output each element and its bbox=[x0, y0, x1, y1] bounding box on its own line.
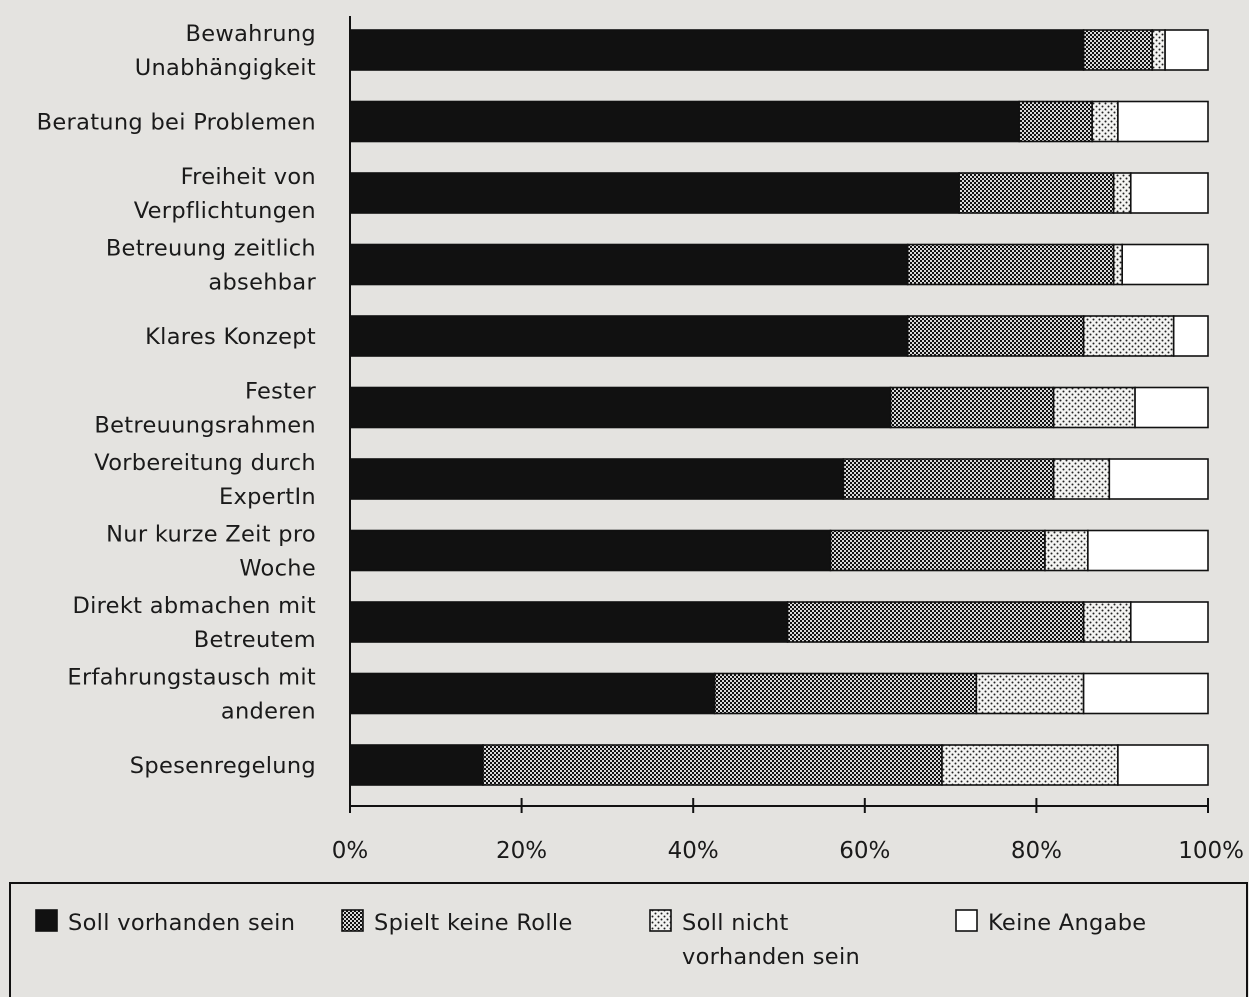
category-labels: Bewahrung Unabhängigkeit Beratung bei Prob… bbox=[37, 21, 317, 779]
axes: 0% 20% 40% 60% 80% 100% bbox=[332, 16, 1244, 864]
bar-segment-soll-vorhanden-sein-5 bbox=[349, 386, 892, 429]
bar-segment-soll-nicht-vorhanden-sein-10 bbox=[941, 744, 1119, 786]
category-label: Fester Betreuungsrahmen bbox=[94, 379, 316, 439]
bar-segment-spielt-keine-rolle-0 bbox=[1082, 29, 1154, 71]
bar-segment-soll-nicht-vorhanden-sein-3 bbox=[1112, 243, 1123, 286]
bar-segment-keine-angabe-7 bbox=[1087, 529, 1209, 572]
legend-item-soll-nicht-vorhanden-sein: Soll nicht vorhanden sein bbox=[649, 909, 860, 970]
bar-segment-soll-vorhanden-sein-9 bbox=[349, 672, 716, 715]
bar-segment-keine-angabe-2 bbox=[1129, 172, 1209, 214]
category-label: Klares Konzept bbox=[145, 324, 316, 350]
legend-label: Spielt keine Rolle bbox=[374, 910, 573, 936]
legend-box bbox=[9, 882, 1248, 997]
x-tick-label: 40% bbox=[668, 838, 719, 864]
bar-segment-soll-vorhanden-sein-2 bbox=[349, 172, 960, 214]
bars-layer bbox=[349, 29, 1209, 786]
bar-segment-keine-angabe-9 bbox=[1082, 672, 1209, 715]
bar-segment-soll-vorhanden-sein-8 bbox=[349, 601, 789, 643]
bar-segment-soll-nicht-vorhanden-sein-5 bbox=[1052, 386, 1136, 429]
x-tick-label: 0% bbox=[332, 838, 369, 864]
bar-segment-soll-vorhanden-sein-6 bbox=[349, 458, 845, 500]
category-label: Betreuung zeitlich absehbar bbox=[106, 236, 317, 296]
bar-segment-soll-nicht-vorhanden-sein-0 bbox=[1151, 29, 1166, 71]
x-tick-label: 60% bbox=[839, 838, 890, 864]
bar-segment-keine-angabe-1 bbox=[1117, 100, 1209, 143]
legend-swatch bbox=[955, 909, 978, 932]
legend-item-spielt-keine-rolle: Spielt keine Rolle bbox=[341, 909, 573, 936]
category-label: Nur kurze Zeit pro Woche bbox=[106, 522, 316, 582]
bar-segment-spielt-keine-rolle-8 bbox=[786, 601, 1085, 643]
bar-segment-keine-angabe-10 bbox=[1117, 744, 1209, 786]
legend-swatch bbox=[341, 909, 364, 932]
category-label: Direkt abmachen mit Betreutem bbox=[72, 593, 316, 653]
category-label: Erfahrungstausch mit anderen bbox=[67, 665, 316, 725]
bar-segment-keine-angabe-0 bbox=[1164, 29, 1209, 71]
bar-segment-soll-nicht-vorhanden-sein-6 bbox=[1052, 458, 1111, 500]
bar-segment-spielt-keine-rolle-5 bbox=[889, 386, 1055, 429]
bar-segment-spielt-keine-rolle-6 bbox=[842, 458, 1055, 500]
bar-segment-keine-angabe-3 bbox=[1121, 243, 1209, 286]
bar-segment-soll-vorhanden-sein-1 bbox=[349, 100, 1021, 143]
bar-segment-soll-nicht-vorhanden-sein-8 bbox=[1082, 601, 1132, 643]
x-tick-label: 80% bbox=[1011, 838, 1062, 864]
legend: Soll vorhanden sein Spielt keine Rolle Sol… bbox=[9, 882, 1248, 997]
bar-segment-spielt-keine-rolle-2 bbox=[958, 172, 1115, 214]
bar-segment-spielt-keine-rolle-3 bbox=[906, 243, 1115, 286]
x-tick-label: 20% bbox=[496, 838, 547, 864]
bar-segment-soll-vorhanden-sein-10 bbox=[349, 744, 484, 786]
legend-label: Keine Angabe bbox=[988, 910, 1146, 936]
bar-segment-spielt-keine-rolle-4 bbox=[906, 315, 1085, 357]
bar-segment-keine-angabe-5 bbox=[1134, 386, 1209, 429]
bar-segment-keine-angabe-6 bbox=[1108, 458, 1209, 500]
bar-segment-spielt-keine-rolle-1 bbox=[1018, 100, 1093, 143]
legend-label: Soll vorhanden sein bbox=[68, 910, 295, 936]
category-label: Vorbereitung durch ExpertIn bbox=[94, 450, 316, 510]
category-label: Spesenregelung bbox=[130, 753, 316, 779]
bar-segment-soll-vorhanden-sein-0 bbox=[349, 29, 1085, 71]
bar-segment-keine-angabe-8 bbox=[1129, 601, 1209, 643]
x-tick-label: 100% bbox=[1178, 838, 1244, 864]
bar-segment-spielt-keine-rolle-10 bbox=[482, 744, 943, 786]
bar-segment-soll-nicht-vorhanden-sein-7 bbox=[1044, 529, 1089, 572]
bar-segment-spielt-keine-rolle-7 bbox=[829, 529, 1046, 572]
category-label: Beratung bei Problemen bbox=[37, 110, 316, 136]
bar-segment-soll-vorhanden-sein-7 bbox=[349, 529, 832, 572]
legend-swatch bbox=[649, 909, 672, 932]
bar-segment-soll-nicht-vorhanden-sein-2 bbox=[1112, 172, 1132, 214]
category-label: Freiheit von Verpflichtungen bbox=[134, 164, 316, 224]
bar-segment-soll-nicht-vorhanden-sein-4 bbox=[1082, 315, 1175, 357]
legend-item-soll-vorhanden-sein: Soll vorhanden sein bbox=[35, 909, 295, 936]
legend-swatch bbox=[35, 909, 58, 932]
legend-label: Soll nicht vorhanden sein bbox=[682, 910, 860, 970]
bar-segment-soll-vorhanden-sein-3 bbox=[349, 243, 909, 286]
legend-item-keine-angabe: Keine Angabe bbox=[955, 909, 1146, 936]
bar-segment-soll-vorhanden-sein-4 bbox=[349, 315, 909, 357]
category-label: Bewahrung Unabhängigkeit bbox=[135, 21, 316, 81]
bar-segment-soll-nicht-vorhanden-sein-9 bbox=[975, 672, 1085, 715]
bar-segment-soll-nicht-vorhanden-sein-1 bbox=[1091, 100, 1119, 143]
bar-segment-keine-angabe-4 bbox=[1172, 315, 1209, 357]
bar-segment-spielt-keine-rolle-9 bbox=[713, 672, 978, 715]
